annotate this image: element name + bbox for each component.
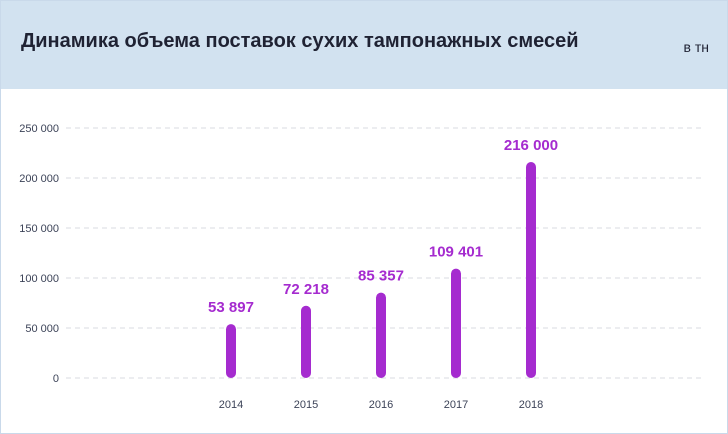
x-tick-label: 2018 (519, 399, 543, 411)
data-label: 72 218 (283, 281, 329, 298)
chart-title: Динамика объема поставок сухих тампонажн… (21, 30, 579, 52)
bar (376, 292, 386, 378)
data-label: 109 401 (429, 244, 483, 261)
y-tick-label: 0 (53, 373, 59, 385)
x-tick-label: 2014 (219, 399, 243, 411)
bar (226, 324, 236, 378)
x-tick-label: 2016 (369, 399, 393, 411)
y-tick-label: 50 000 (25, 323, 59, 335)
data-label: 216 000 (504, 137, 558, 154)
y-tick-label: 100 000 (19, 273, 59, 285)
bar (301, 305, 311, 378)
y-tick-label: 150 000 (19, 223, 59, 235)
y-tick-label: 200 000 (19, 173, 59, 185)
y-tick-label: 250 000 (19, 123, 59, 135)
unit-label: в тн (683, 39, 709, 55)
bar (526, 162, 536, 378)
data-label: 85 357 (358, 268, 404, 285)
x-tick-label: 2015 (294, 399, 318, 411)
chart-header: Динамика объема поставок сухих тампонажн… (1, 1, 727, 89)
x-tick-label: 2017 (444, 399, 468, 411)
data-label: 53 897 (208, 299, 254, 316)
bar (451, 268, 461, 378)
